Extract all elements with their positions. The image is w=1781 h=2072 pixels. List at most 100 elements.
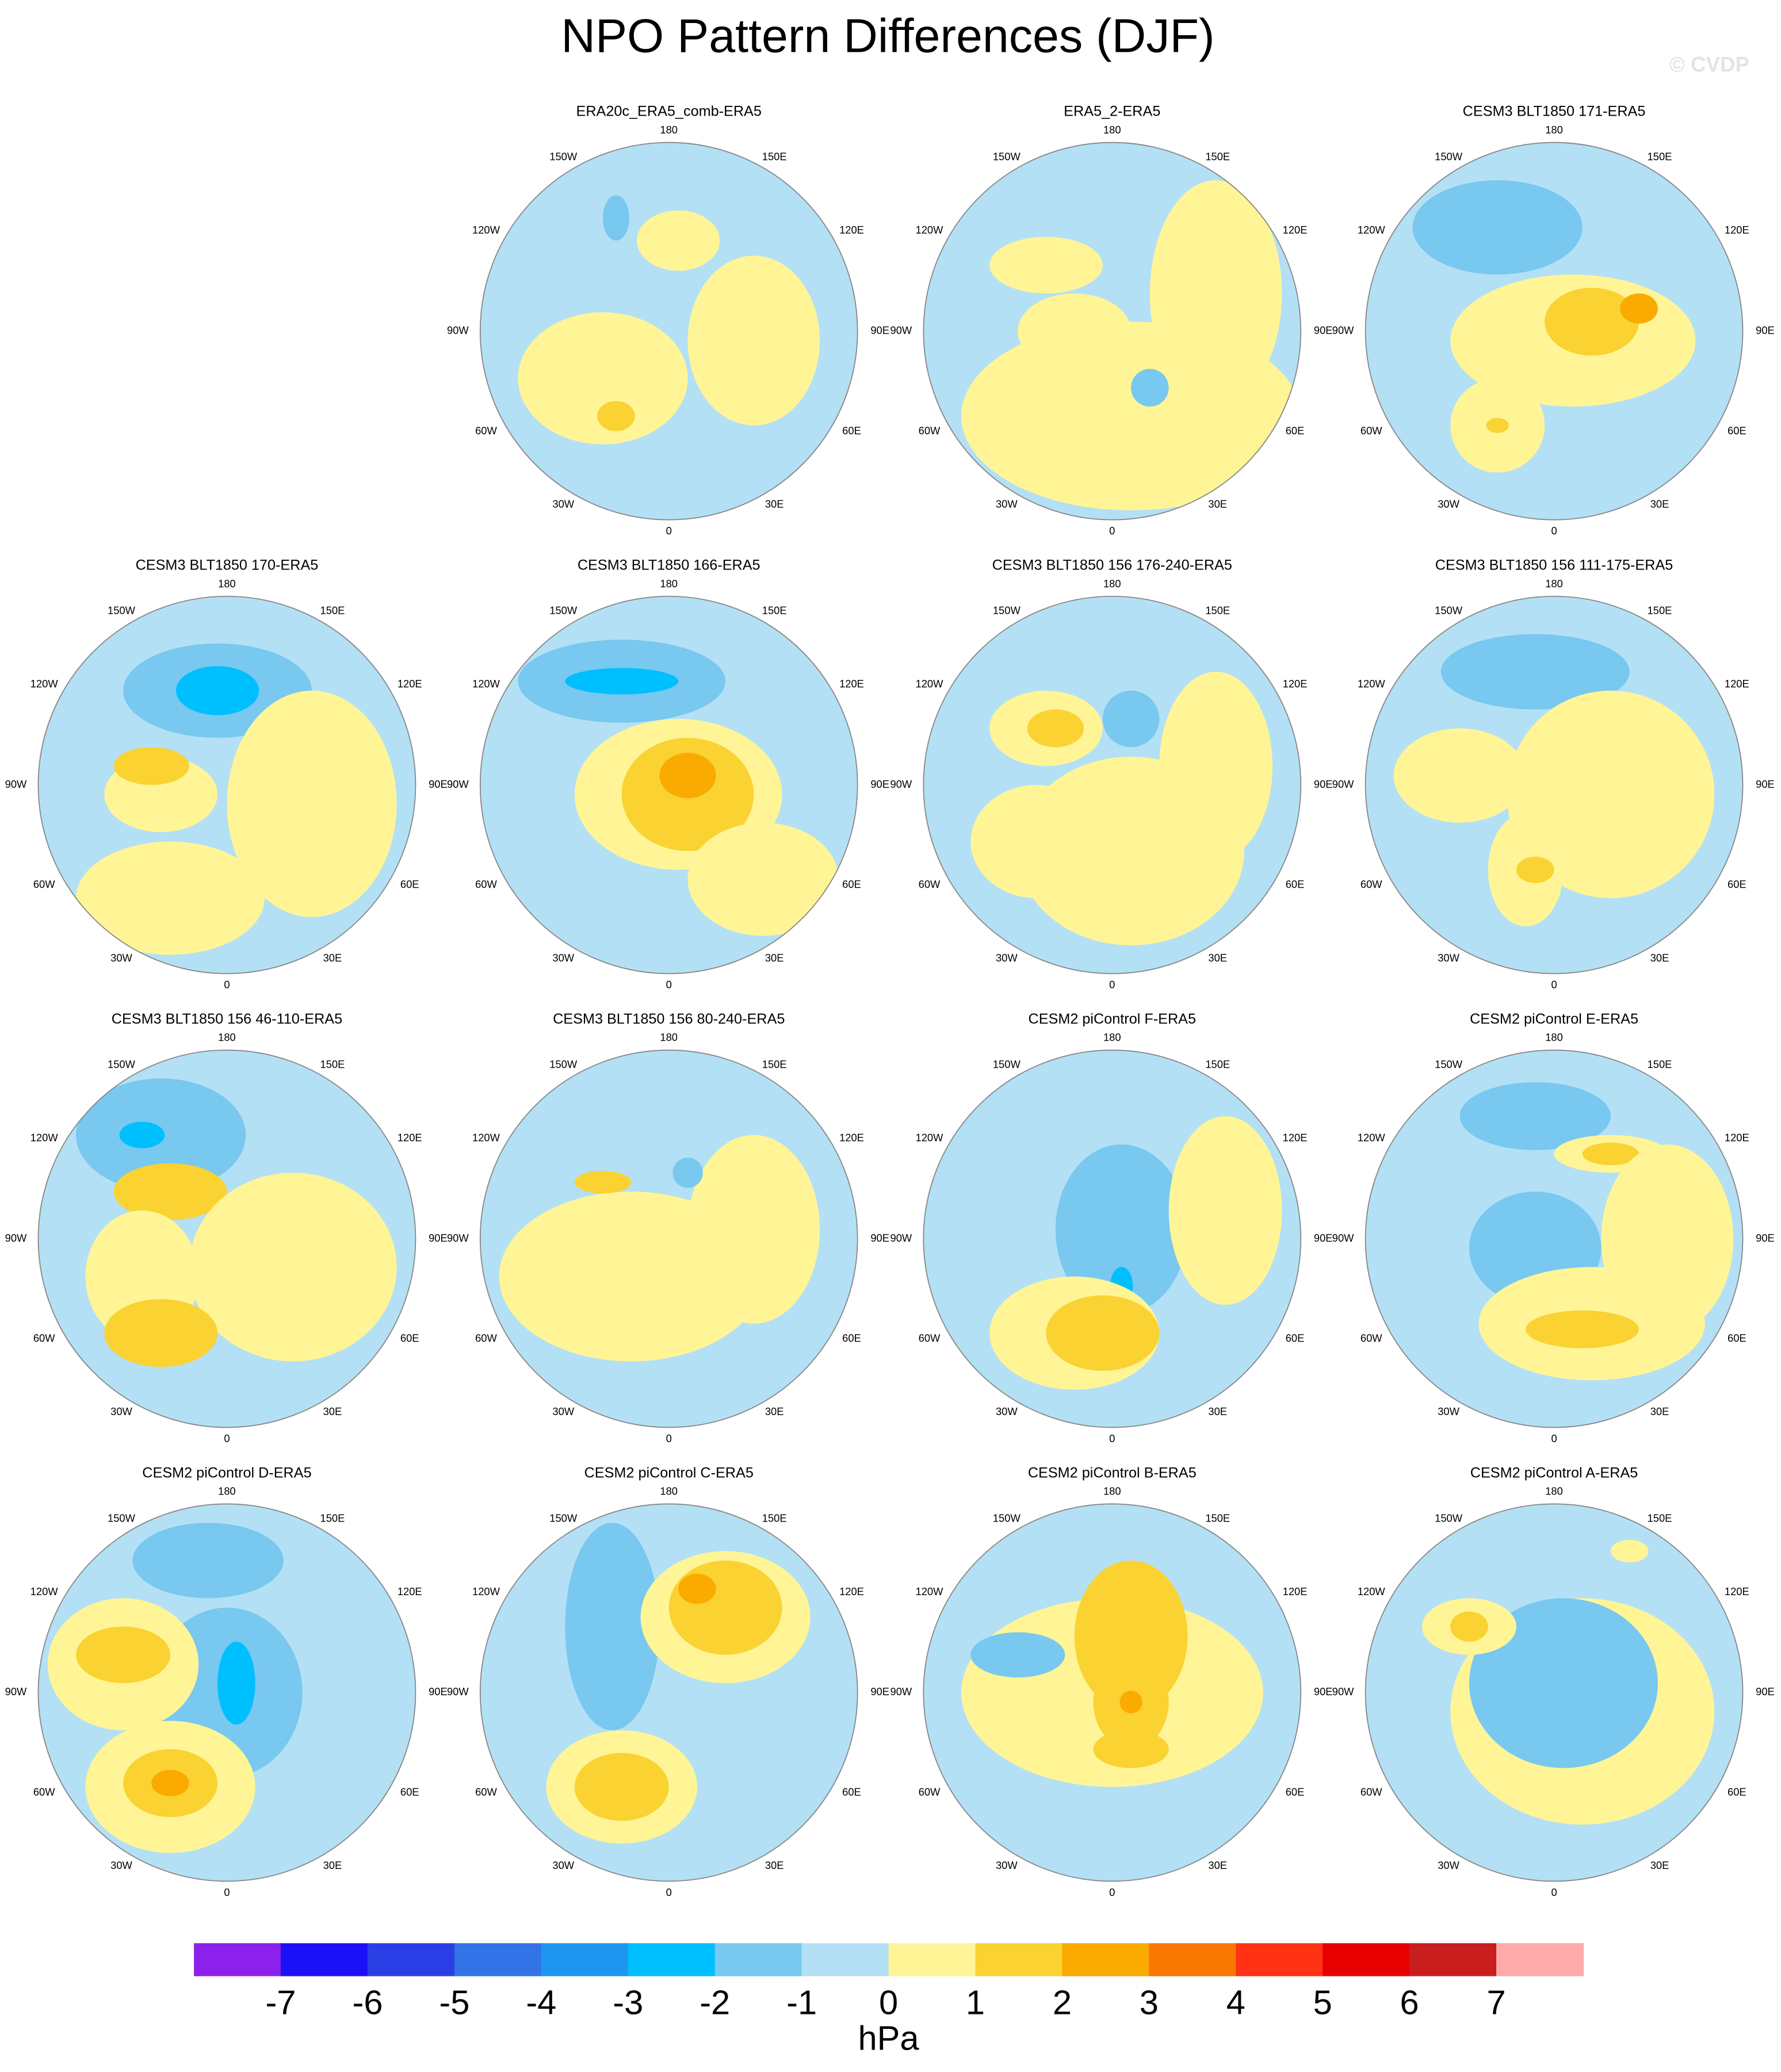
panel-title: CESM3 BLT1850 156 176-240-ERA5	[992, 557, 1232, 574]
longitude-label: 180	[1545, 1485, 1563, 1497]
longitude-label: 90E	[1314, 778, 1333, 790]
longitude-label: 60E	[1728, 878, 1746, 890]
panel-title: CESM3 BLT1850 156 80-240-ERA5	[553, 1011, 785, 1027]
contour-region	[1093, 1730, 1169, 1768]
map-fill	[923, 1504, 1301, 1882]
longitude-label: 60W	[1360, 1786, 1382, 1798]
longitude-label: 120E	[1725, 1131, 1749, 1144]
panel-title: CESM3 BLT1850 156 111-175-ERA5	[1435, 557, 1673, 574]
longitude-label: 60E	[1286, 1786, 1305, 1798]
colorbar-tick-label: 6	[1400, 1983, 1419, 2022]
colorbar-box	[1062, 1943, 1150, 1977]
longitude-label: 30E	[1650, 1859, 1669, 1871]
longitude-label: 90W	[890, 778, 912, 790]
map-panel: CESM3 BLT1850 170-ERA5 180 150E 120E 90E 60E 3…	[5, 557, 448, 991]
colorbar-tick-label: 3	[1140, 1983, 1159, 2022]
longitude-label: 30W	[552, 498, 574, 510]
longitude-label: 180	[1103, 124, 1121, 136]
colorbar-tick-label: -1	[786, 1983, 817, 2022]
longitude-label: 0	[666, 1432, 672, 1444]
longitude-label: 90E	[870, 1685, 889, 1698]
map-border	[923, 1049, 1302, 1428]
longitude-label: 60E	[400, 1786, 419, 1798]
longitude-label: 60W	[33, 1332, 55, 1344]
longitude-label: 120E	[1725, 1585, 1749, 1597]
longitude-label: 0	[1109, 1432, 1115, 1444]
colorbar-tick-label: 1	[966, 1983, 985, 2022]
longitude-label: 90E	[429, 1685, 448, 1698]
longitude-label: 90W	[1332, 1232, 1354, 1244]
contour-region	[1526, 1310, 1639, 1348]
longitude-label: 90E	[429, 1232, 448, 1244]
contour-region	[113, 1163, 227, 1220]
colorbar-box	[454, 1943, 542, 1977]
longitude-label: 120E	[1283, 224, 1308, 236]
longitude-label: 120E	[1283, 678, 1308, 690]
map-border	[479, 1049, 858, 1428]
longitude-label: 150W	[549, 1058, 578, 1070]
longitude-label: 30W	[1438, 1859, 1459, 1871]
longitude-label: 150W	[993, 151, 1021, 163]
longitude-label: 0	[666, 978, 672, 991]
longitude-label: 180	[1545, 578, 1563, 590]
contour-region	[132, 1523, 284, 1599]
colorbar-box	[194, 1943, 282, 1977]
longitude-label: 150W	[1435, 1512, 1463, 1524]
longitude-label: 30W	[1438, 1405, 1459, 1417]
longitude-label: 120W	[1358, 678, 1386, 690]
colorbar-box	[1496, 1943, 1584, 1977]
contour-region	[602, 195, 629, 241]
map-fill	[480, 1050, 858, 1428]
map-fill	[1365, 596, 1743, 974]
contour-region	[1469, 1598, 1658, 1768]
longitude-label: 150W	[993, 605, 1021, 617]
colorbar-box	[801, 1943, 889, 1977]
longitude-label: 90W	[890, 324, 912, 337]
longitude-label: 60W	[475, 878, 497, 890]
longitude-label: 150W	[549, 151, 578, 163]
colorbar-tick-label: 4	[1226, 1983, 1245, 2022]
longitude-label: 0	[666, 1886, 672, 1898]
longitude-label: 90E	[1314, 324, 1333, 337]
longitude-label: 120W	[30, 1131, 59, 1144]
longitude-label: 30E	[765, 1859, 784, 1871]
colorbar-tick-label: -5	[439, 1983, 469, 2022]
longitude-label: 60W	[33, 1786, 55, 1798]
longitude-label: 120E	[1283, 1131, 1308, 1144]
longitude-label: 60E	[1286, 878, 1305, 890]
longitude-label: 30W	[552, 1405, 574, 1417]
longitude-label: 120W	[472, 678, 500, 690]
longitude-label: 60W	[1360, 878, 1382, 890]
map-panel: CESM3 BLT1850 171-ERA5 180 150E 120E 90E 60E 3…	[1332, 104, 1775, 537]
colorbar-tick-label: 2	[1053, 1983, 1072, 2022]
longitude-label: 0	[224, 1886, 230, 1898]
longitude-label: 60E	[842, 1332, 861, 1344]
longitude-label: 60E	[1286, 1332, 1305, 1344]
colorbar-tick-label: -4	[526, 1983, 556, 2022]
longitude-label: 150E	[320, 605, 345, 617]
longitude-label: 60E	[1728, 425, 1746, 437]
map-fill	[480, 142, 858, 520]
map-border	[37, 595, 416, 974]
colorbar-box	[714, 1943, 802, 1977]
longitude-label: 60W	[1360, 425, 1382, 437]
contour-region	[1046, 1295, 1160, 1371]
contour-region	[175, 666, 259, 716]
longitude-label: 150E	[762, 151, 787, 163]
map-border	[1365, 595, 1744, 974]
longitude-label: 0	[224, 1432, 230, 1444]
contour-region	[1027, 709, 1084, 747]
longitude-label: 30W	[996, 951, 1018, 964]
colorbar-box	[1409, 1943, 1497, 1977]
longitude-label: 60E	[400, 878, 419, 890]
longitude-label: 60W	[475, 425, 497, 437]
map-fill	[923, 596, 1301, 974]
longitude-label: 60W	[33, 878, 55, 890]
contour-region	[113, 747, 189, 785]
contour-region	[518, 312, 688, 445]
map-panel: CESM2 piControl C-ERA5 180 150E 120E 90E 60E 3…	[447, 1465, 889, 1898]
map-fill	[1365, 142, 1743, 520]
longitude-label: 180	[218, 1485, 236, 1497]
colorbar: -7 -6 -5 -4 -3 -2 -1 0 1 2 3 4 5 6 7 hPa	[194, 1943, 1584, 2058]
